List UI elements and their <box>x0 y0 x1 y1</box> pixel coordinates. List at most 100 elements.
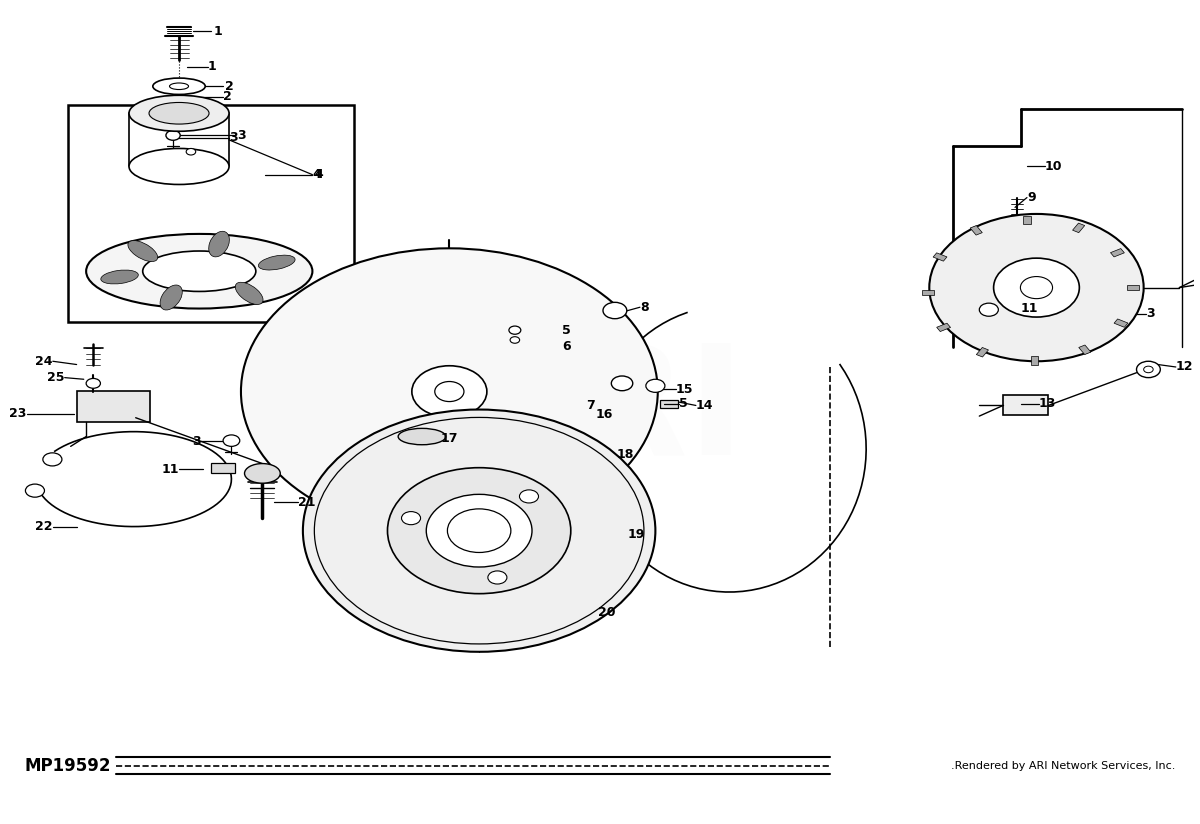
Text: 14: 14 <box>696 399 713 412</box>
Circle shape <box>520 489 539 503</box>
Text: 11: 11 <box>162 463 179 475</box>
Text: 9: 9 <box>1027 191 1036 204</box>
Circle shape <box>448 509 511 552</box>
Ellipse shape <box>160 285 182 310</box>
Polygon shape <box>287 355 420 494</box>
Bar <box>1114 319 1128 327</box>
Text: ARI: ARI <box>452 338 745 486</box>
Text: 4: 4 <box>314 168 324 181</box>
Bar <box>934 253 947 261</box>
Text: 25: 25 <box>47 371 65 384</box>
Circle shape <box>412 366 487 417</box>
Polygon shape <box>479 289 612 428</box>
Bar <box>1073 223 1085 232</box>
Bar <box>977 348 989 357</box>
Polygon shape <box>449 372 630 496</box>
Circle shape <box>388 468 571 593</box>
Text: 3: 3 <box>229 131 238 144</box>
Text: 11: 11 <box>1021 302 1038 316</box>
Text: 2: 2 <box>223 91 232 103</box>
Text: 3: 3 <box>192 435 200 448</box>
Circle shape <box>25 484 44 497</box>
Bar <box>211 463 235 473</box>
Text: 3: 3 <box>1146 307 1154 321</box>
Bar <box>1127 285 1139 290</box>
Circle shape <box>302 410 655 652</box>
Polygon shape <box>421 267 601 391</box>
Polygon shape <box>298 391 478 516</box>
Circle shape <box>488 571 506 584</box>
Circle shape <box>510 337 520 344</box>
Ellipse shape <box>143 251 256 292</box>
Circle shape <box>1144 366 1153 372</box>
Text: 5: 5 <box>563 324 571 337</box>
Text: 21: 21 <box>298 495 316 508</box>
Circle shape <box>186 148 196 155</box>
Text: 5: 5 <box>679 397 688 410</box>
Text: 3: 3 <box>238 129 246 142</box>
Text: 6: 6 <box>563 340 571 353</box>
Ellipse shape <box>130 148 229 185</box>
Circle shape <box>241 248 658 535</box>
Circle shape <box>994 258 1079 317</box>
Circle shape <box>646 379 665 392</box>
Text: 17: 17 <box>442 432 458 445</box>
Circle shape <box>402 512 420 525</box>
Circle shape <box>611 376 632 391</box>
Text: 20: 20 <box>599 606 616 619</box>
Bar <box>937 323 950 331</box>
Text: 23: 23 <box>10 407 26 420</box>
Text: .Rendered by ARI Network Services, Inc.: .Rendered by ARI Network Services, Inc. <box>952 761 1176 770</box>
Ellipse shape <box>235 283 263 304</box>
Text: 8: 8 <box>640 301 648 314</box>
Ellipse shape <box>101 270 138 284</box>
Bar <box>1031 356 1038 364</box>
Bar <box>432 520 521 541</box>
Bar <box>68 105 354 322</box>
Ellipse shape <box>86 234 312 308</box>
Circle shape <box>426 494 532 567</box>
Ellipse shape <box>128 241 157 261</box>
Text: 10: 10 <box>1045 160 1062 173</box>
Polygon shape <box>396 412 598 503</box>
Bar <box>660 400 678 408</box>
Ellipse shape <box>130 96 229 131</box>
Circle shape <box>1136 361 1160 377</box>
Text: 1: 1 <box>214 25 222 38</box>
Text: 16: 16 <box>596 408 613 421</box>
Bar <box>77 391 150 422</box>
Circle shape <box>979 303 998 316</box>
Text: 4: 4 <box>312 168 322 181</box>
Circle shape <box>43 453 62 466</box>
Ellipse shape <box>209 232 229 257</box>
Text: 22: 22 <box>35 520 53 533</box>
Circle shape <box>86 378 101 388</box>
Bar <box>1110 249 1124 257</box>
Circle shape <box>223 435 240 447</box>
Polygon shape <box>301 280 502 372</box>
Text: 18: 18 <box>616 448 634 461</box>
Circle shape <box>166 130 180 140</box>
Bar <box>474 489 484 497</box>
Circle shape <box>434 382 464 401</box>
Bar <box>1024 216 1031 224</box>
Text: 15: 15 <box>676 382 694 396</box>
Ellipse shape <box>169 83 188 90</box>
Polygon shape <box>269 287 449 411</box>
Text: 7: 7 <box>587 399 595 412</box>
Ellipse shape <box>152 78 205 95</box>
Ellipse shape <box>398 428 445 445</box>
Circle shape <box>314 418 644 644</box>
Circle shape <box>929 214 1144 361</box>
Text: 13: 13 <box>1039 397 1056 410</box>
Ellipse shape <box>258 255 295 270</box>
Bar <box>970 226 983 235</box>
Text: 19: 19 <box>628 528 646 541</box>
Bar <box>1079 345 1091 354</box>
Circle shape <box>509 326 521 335</box>
Text: MP19592: MP19592 <box>24 756 110 775</box>
Ellipse shape <box>245 464 281 483</box>
Bar <box>563 433 584 442</box>
Text: 12: 12 <box>1176 360 1193 373</box>
Text: 1: 1 <box>208 60 216 73</box>
